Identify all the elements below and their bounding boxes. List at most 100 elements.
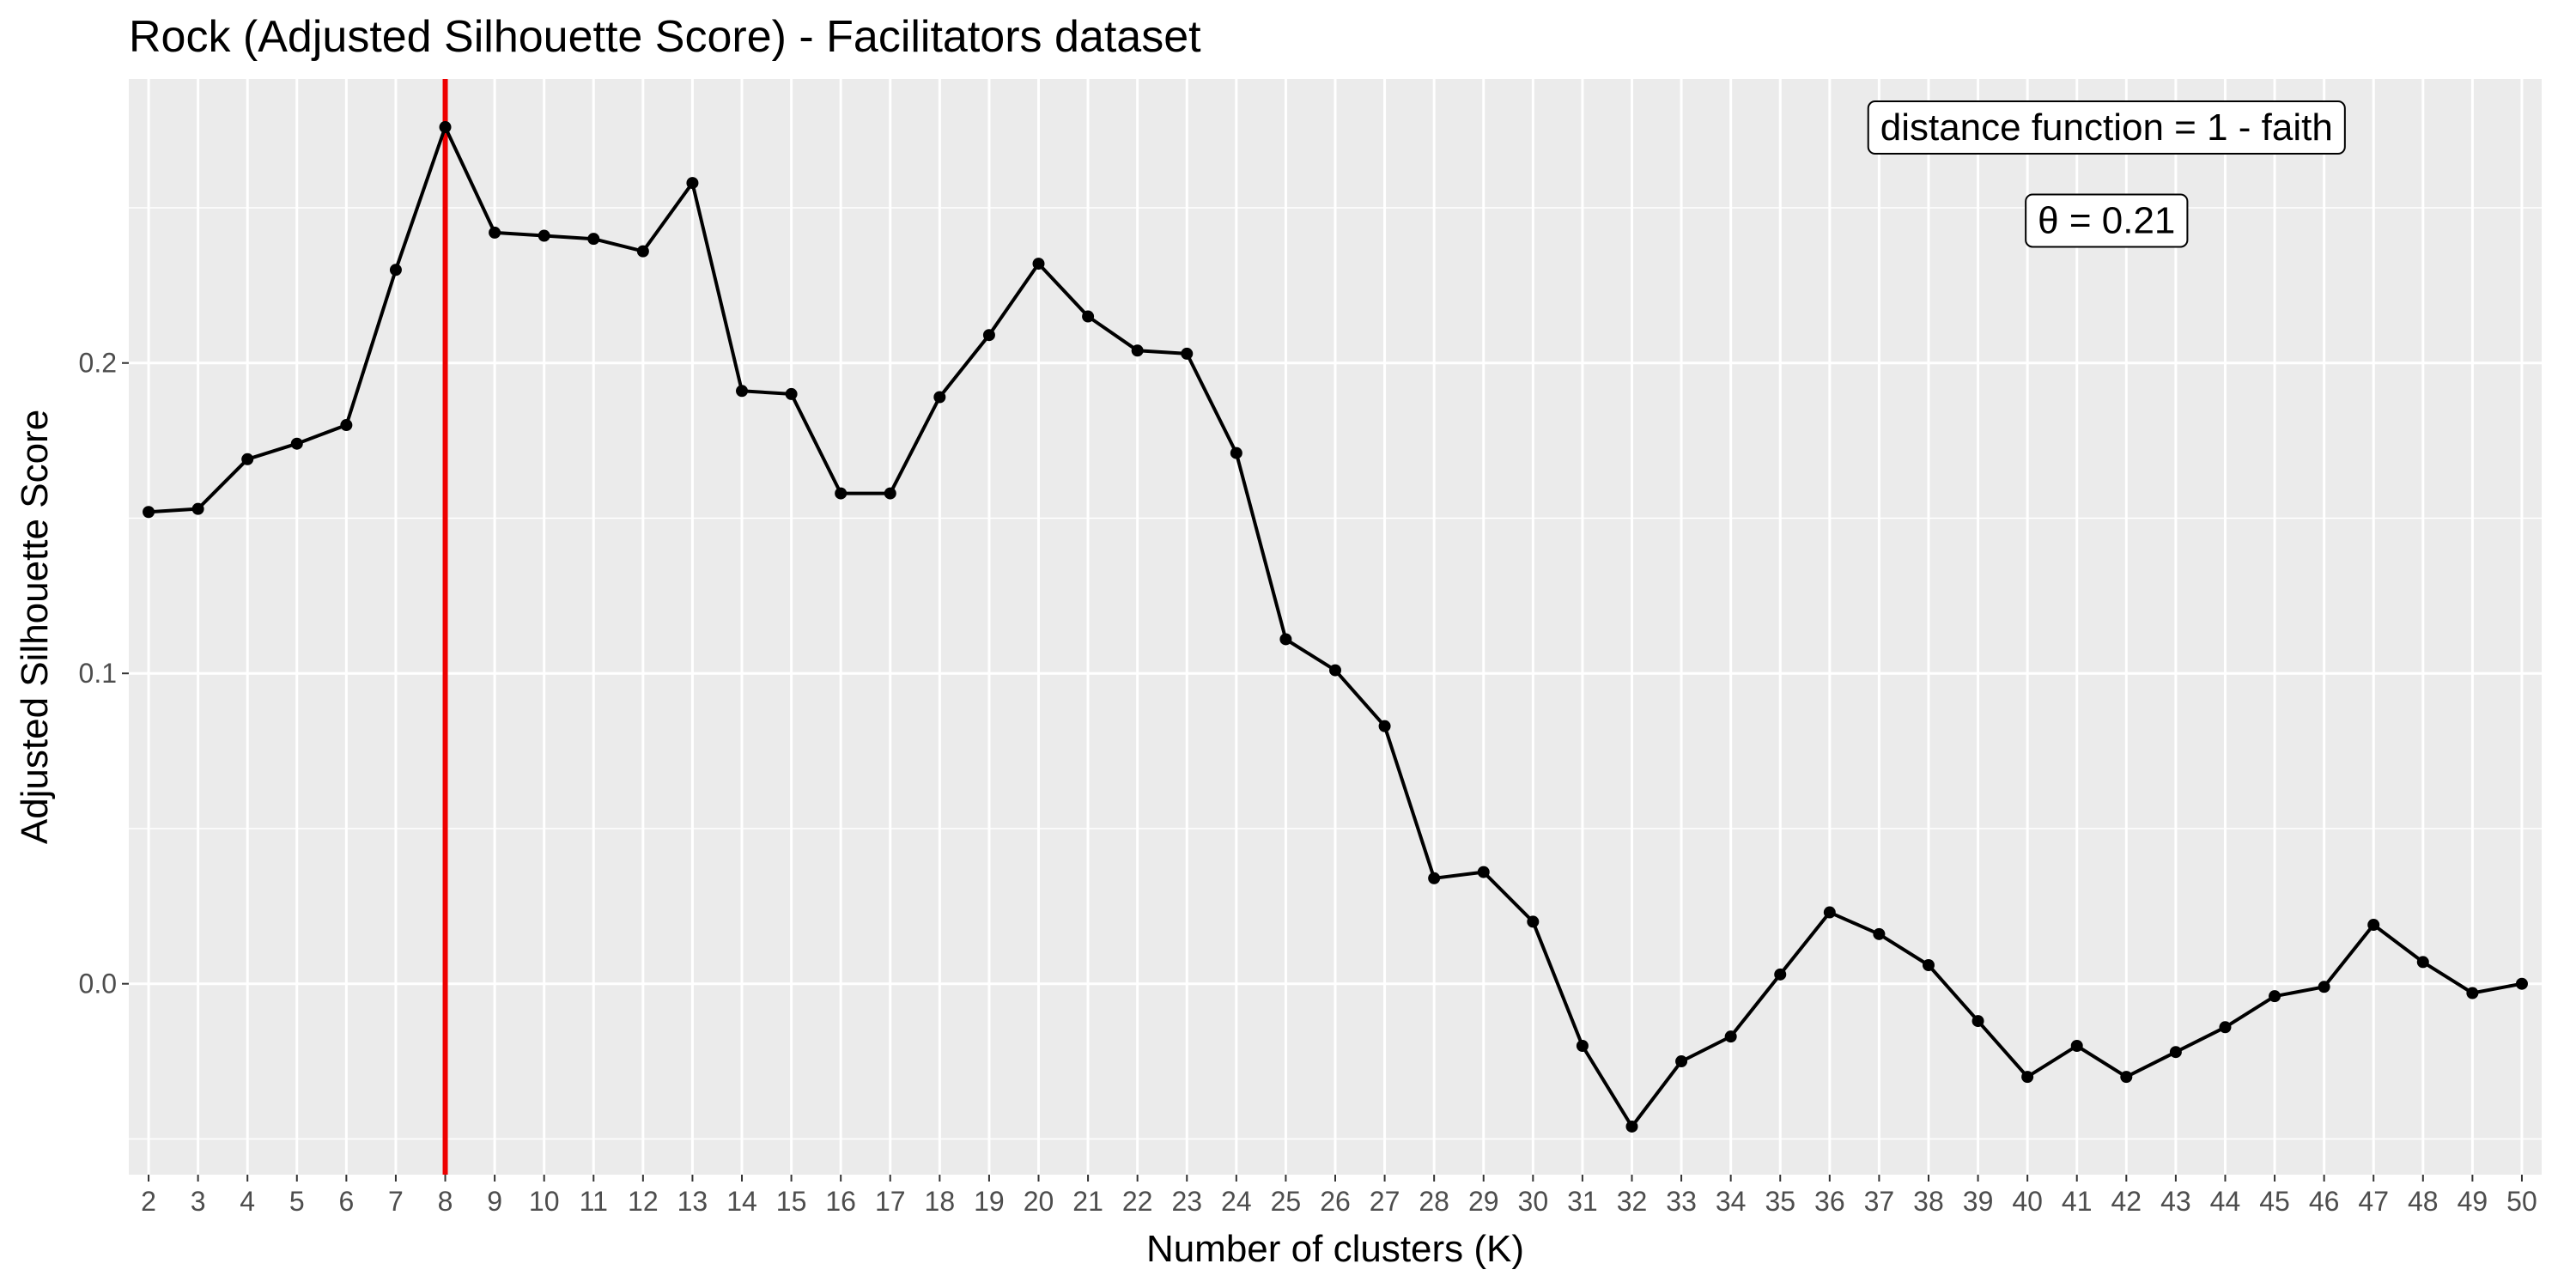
data-point (1675, 1055, 1688, 1068)
data-point (1181, 347, 1194, 360)
x-tick-label: 44 (2210, 1186, 2241, 1217)
x-tick-label: 18 (925, 1186, 956, 1217)
data-point (1378, 720, 1391, 732)
data-point (2021, 1071, 2034, 1084)
data-point (2416, 956, 2429, 969)
x-tick-label: 25 (1271, 1186, 1302, 1217)
data-point (736, 385, 749, 398)
annotation-layer: distance function = 1 - faith θ = 0.21 (1867, 100, 2346, 248)
x-tick-label: 39 (1963, 1186, 1994, 1217)
y-axis-title: Adjusted Silhouette Score (14, 410, 56, 844)
x-tick-label: 33 (1666, 1186, 1697, 1217)
data-point (1032, 258, 1045, 270)
x-tick-label: 29 (1468, 1186, 1499, 1217)
data-point (489, 226, 501, 239)
x-tick-label: 49 (2458, 1186, 2488, 1217)
data-point (785, 387, 798, 400)
chart-title: Rock (Adjusted Silhouette Score) - Facil… (129, 12, 1201, 62)
data-point (1873, 927, 1886, 940)
x-tick-label: 16 (825, 1186, 856, 1217)
x-tick-label: 45 (2259, 1186, 2290, 1217)
x-tick-label: 27 (1370, 1186, 1400, 1217)
x-axis-title: Number of clusters (K) (1146, 1228, 1524, 1270)
data-point (884, 487, 896, 500)
x-tick-label: 7 (388, 1186, 404, 1217)
data-point (982, 329, 995, 342)
data-point (1279, 633, 1292, 646)
data-point (587, 233, 600, 246)
x-tick-label: 15 (776, 1186, 807, 1217)
x-tick-label: 12 (628, 1186, 659, 1217)
data-point (2219, 1021, 2232, 1034)
data-point (290, 437, 303, 450)
x-tick-label: 24 (1221, 1186, 1252, 1217)
x-tick-label: 43 (2160, 1186, 2191, 1217)
data-point (1230, 447, 1242, 459)
annotation-text: θ = 0.21 (2038, 199, 2175, 241)
annotation-label: θ = 0.21 (2025, 193, 2189, 248)
data-point (636, 245, 649, 258)
data-point (933, 391, 946, 404)
data-point (340, 419, 353, 432)
y-tick-label: 0.0 (79, 969, 117, 999)
data-point (1329, 664, 1341, 677)
x-tick-label: 6 (338, 1186, 354, 1217)
x-tick-label: 2 (141, 1186, 156, 1217)
annotation-box (2025, 193, 2189, 248)
y-axis: 0.0 0.1 0.2 (79, 348, 129, 999)
annotation-label: distance function = 1 - faith (1867, 100, 2346, 155)
x-tick-label: 38 (1913, 1186, 1944, 1217)
x-tick-label: 40 (2012, 1186, 2043, 1217)
annotation-box (1867, 100, 2346, 155)
x-tick-label: 10 (529, 1186, 560, 1217)
x-tick-label: 26 (1320, 1186, 1351, 1217)
y-tick-label: 0.2 (79, 348, 117, 379)
data-point (1576, 1039, 1589, 1052)
data-point (1428, 872, 1441, 884)
data-point (191, 502, 204, 515)
data-point (1922, 959, 1935, 972)
y-tick-label: 0.1 (79, 658, 117, 689)
data-point (1625, 1120, 1638, 1133)
x-tick-label: 34 (1716, 1186, 1747, 1217)
data-point (538, 229, 550, 242)
x-tick-label: 48 (2408, 1186, 2439, 1217)
x-tick-label: 31 (1567, 1186, 1598, 1217)
x-tick-label: 4 (240, 1186, 255, 1217)
x-axis: 2 3 4 5 6 7 8 9 10 11 12 13 14 15 16 17 18 19 20 21 22 23 24 25… (141, 1175, 2537, 1217)
data-point (1971, 1015, 1984, 1028)
x-tick-label: 42 (2111, 1186, 2142, 1217)
x-tick-label: 14 (726, 1186, 757, 1217)
x-tick-label: 30 (1518, 1186, 1549, 1217)
x-tick-label: 20 (1024, 1186, 1054, 1217)
data-point (2120, 1071, 2133, 1084)
x-tick-label: 36 (1814, 1186, 1845, 1217)
x-tick-label: 47 (2358, 1186, 2389, 1217)
x-tick-label: 37 (1864, 1186, 1895, 1217)
data-point (686, 177, 699, 190)
x-tick-label: 32 (1617, 1186, 1648, 1217)
x-tick-label: 46 (2309, 1186, 2340, 1217)
x-tick-label: 13 (677, 1186, 708, 1217)
data-point (2318, 981, 2330, 993)
annotation-text: distance function = 1 - faith (1880, 106, 2333, 149)
data-point (1774, 968, 1787, 981)
x-tick-label: 22 (1122, 1186, 1153, 1217)
data-point (2466, 987, 2479, 999)
data-point (241, 453, 254, 465)
x-tick-label: 50 (2506, 1186, 2537, 1217)
data-point (143, 506, 155, 519)
data-point (389, 264, 402, 276)
data-point (1527, 915, 1540, 928)
data-point (2367, 919, 2380, 932)
data-point (1823, 906, 1836, 919)
x-tick-label: 35 (1765, 1186, 1795, 1217)
x-tick-label: 41 (2062, 1186, 2093, 1217)
x-tick-label: 28 (1419, 1186, 1449, 1217)
x-tick-label: 11 (580, 1186, 608, 1217)
data-point (439, 121, 452, 134)
x-tick-label: 17 (875, 1186, 906, 1217)
x-tick-label: 8 (438, 1186, 453, 1217)
x-tick-label: 9 (487, 1186, 502, 1217)
data-point (835, 487, 848, 500)
